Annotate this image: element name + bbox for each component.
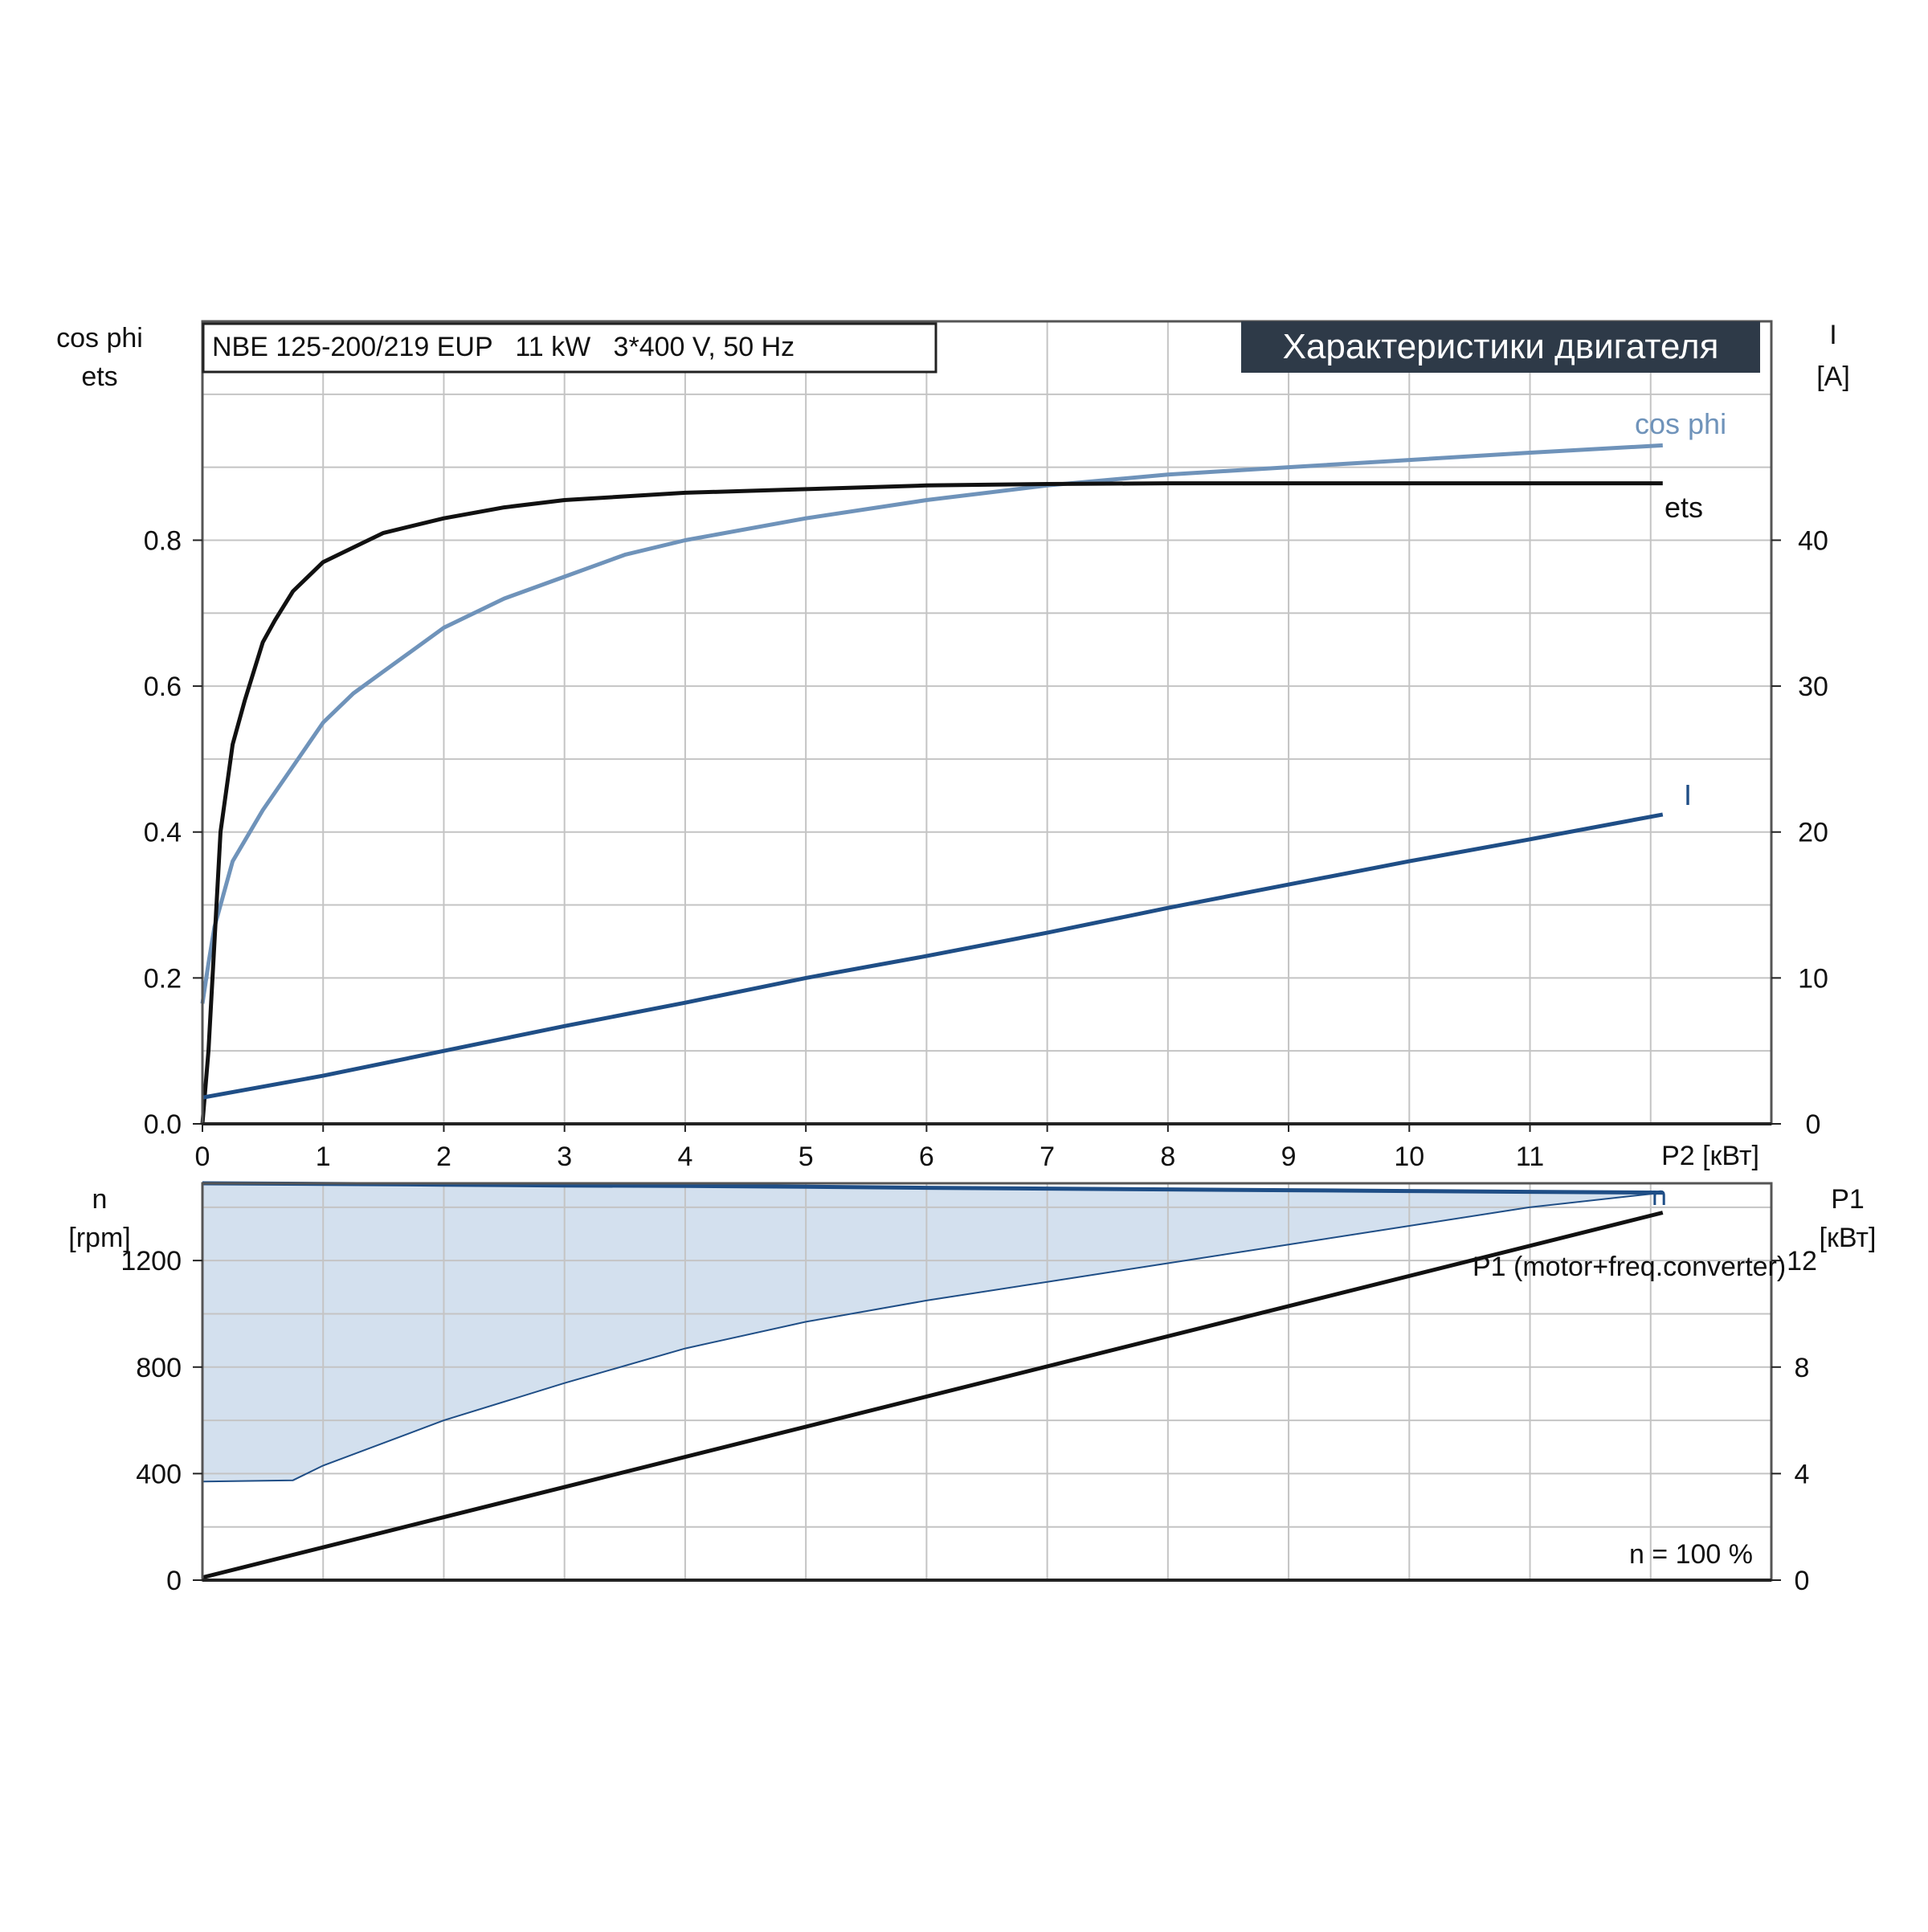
bottom-right-axis-label-1: P1 [1831, 1184, 1865, 1215]
top-left-tick-label: 0.2 [144, 963, 182, 994]
x-tick-label: 3 [557, 1142, 572, 1172]
x-tick-label: 8 [1160, 1142, 1175, 1172]
eta-curve [200, 481, 1663, 1125]
x-tick-label: 5 [799, 1142, 814, 1172]
x-tick-label: 4 [677, 1142, 692, 1172]
top-right-tick-label: 20 [1798, 818, 1828, 848]
model-box-frame [202, 322, 937, 374]
bottom-right-tick-label: 12 [1787, 1246, 1817, 1276]
bottom-left-tick-label: 800 [136, 1353, 182, 1383]
top-left-tick-label: 0.6 [144, 672, 182, 702]
top-left-tick-label: 0.8 [144, 525, 182, 556]
top-left-axis-label-1: cos phi [56, 323, 143, 353]
current-curve [202, 812, 1664, 1100]
current-curve-label: I [1684, 778, 1692, 811]
x-tick-label: 1 [316, 1142, 331, 1172]
x-tick-label: 6 [919, 1142, 934, 1172]
speed-annotation: n = 100 % [1629, 1539, 1753, 1570]
bottom-right-tick-label: 0 [1795, 1566, 1810, 1596]
x-tick-label: 0 [195, 1142, 210, 1172]
top-right-tick-label: 0 [1806, 1109, 1821, 1140]
bottom-left-tick-label: 1200 [120, 1246, 182, 1276]
bottom-right-tick-label: 8 [1795, 1353, 1810, 1383]
x-tick-label: 11 [1516, 1142, 1544, 1172]
top-right-axis-label-2: [A] [1816, 361, 1850, 392]
bottom-right-axis-label-2: [кВт] [1820, 1223, 1877, 1253]
top-right-tick-label: 10 [1798, 963, 1828, 994]
bottom-left-tick-label: 400 [136, 1459, 182, 1489]
top-left-tick-label: 0.4 [144, 818, 182, 848]
speed-range-fill [202, 1183, 1663, 1482]
top-left-axis-label-2: ets [81, 361, 117, 392]
cos-phi-curve [200, 443, 1663, 1004]
bottom-right-tick-label: 4 [1795, 1459, 1810, 1489]
x-axis-label: P2 [кВт] [1661, 1141, 1759, 1171]
title-badge-text: Характеристики двигателя [1283, 327, 1719, 366]
title-badge: Характеристики двигателя [1241, 321, 1760, 373]
top-left-tick-label: 0.0 [144, 1109, 182, 1140]
bottom-left-tick-label: 0 [166, 1566, 182, 1596]
speed-min-curve [202, 1191, 1663, 1483]
x-tick-label: 7 [1040, 1142, 1055, 1172]
model-box-text: NBE 125-200/219 EUP 11 kW 3*400 V, 50 Hz [212, 332, 794, 362]
top-plot-frame [201, 320, 1773, 1125]
cos-phi-curve-label: cos phi [1635, 407, 1726, 440]
model-box: NBE 125-200/219 EUP 11 kW 3*400 V, 50 Hz [202, 322, 937, 374]
top-right-tick-label: 30 [1798, 672, 1828, 702]
p1-curve-label: P1 (motor+freq.converter) [1473, 1252, 1786, 1282]
x-tick-label: 10 [1394, 1142, 1424, 1172]
p1-curve [202, 1211, 1664, 1580]
top-right-tick-label: 40 [1798, 525, 1828, 556]
x-tick-label: 9 [1281, 1142, 1297, 1172]
bottom-left-axis-label-2: [rpm] [68, 1223, 130, 1253]
top-right-axis-label-1: I [1829, 320, 1836, 350]
speed-curve [202, 1181, 1663, 1195]
eta-curve-label: ets [1665, 491, 1703, 524]
speed-curve-label: n [1652, 1181, 1667, 1211]
title-badge-bg [1241, 321, 1760, 373]
bottom-left-axis-label-1: n [92, 1184, 108, 1215]
x-tick-label: 2 [436, 1142, 451, 1172]
